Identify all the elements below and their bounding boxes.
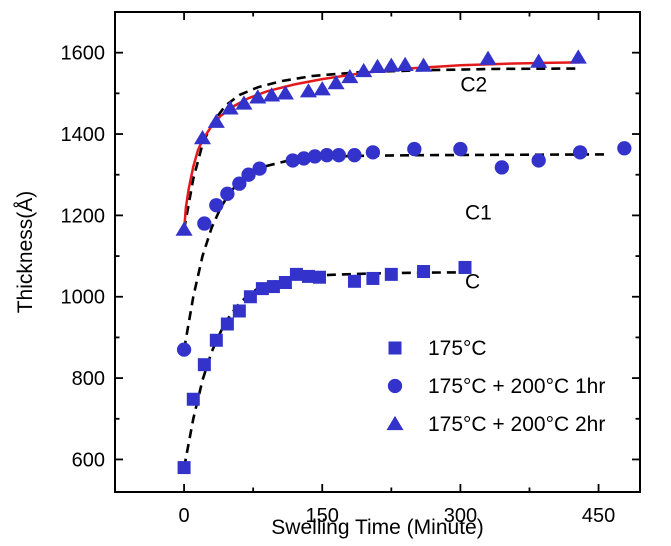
data-point-175c-200c-2hr-2 xyxy=(193,129,212,145)
data-point-175c-200c-2hr-16 xyxy=(396,56,414,71)
plot-area: C2 C1 C xyxy=(175,49,632,475)
legend-marker-175c-200c-1hr xyxy=(387,378,403,394)
data-point-175c-14 xyxy=(347,274,361,288)
data-point-175c-200c-1hr-1 xyxy=(176,342,192,357)
plot-border xyxy=(114,11,641,493)
data-point-175c-200c-1hr-19 xyxy=(572,145,588,160)
x-tick-label-450: 450 xyxy=(582,505,615,527)
data-markers xyxy=(175,49,632,475)
data-point-175c-8 xyxy=(255,282,269,296)
legend-label-175c: 175°C xyxy=(428,337,487,360)
data-point-175c-200c-1hr-11 xyxy=(319,148,334,163)
data-point-175c-17 xyxy=(417,265,431,279)
data-point-175c-200c-2hr-4 xyxy=(221,100,239,115)
data-point-175c-200c-1hr-9 xyxy=(296,151,311,166)
data-point-175c-200c-2hr-7 xyxy=(263,87,281,102)
y-tick-label-1200: 1200 xyxy=(61,205,106,227)
data-point-175c-200c-2hr-6 xyxy=(249,89,267,104)
data-point-175c-200c-1hr-8 xyxy=(285,153,300,168)
data-point-175c-200c-2hr-18 xyxy=(479,50,497,65)
data-point-175c-200c-1hr-4 xyxy=(220,186,235,201)
data-point-175c-200c-2hr-12 xyxy=(341,68,359,84)
data-point-175c-3 xyxy=(197,358,211,372)
legend-label-175c-200c-2hr: 175°C + 200°C 2hr xyxy=(428,413,605,436)
data-point-175c-200c-1hr-3 xyxy=(209,198,224,213)
data-point-175c-200c-2hr-15 xyxy=(382,57,400,72)
data-point-175c-11 xyxy=(289,267,303,281)
data-point-175c-12 xyxy=(301,269,315,283)
data-point-175c-200c-2hr-14 xyxy=(368,58,387,74)
y-tick-label-800: 800 xyxy=(72,368,105,390)
legend-marker-175c xyxy=(388,341,402,355)
data-point-175c-200c-2hr-17 xyxy=(415,57,433,72)
data-point-175c-9 xyxy=(266,280,280,294)
legend-markers xyxy=(386,341,404,431)
data-point-175c-200c-2hr-8 xyxy=(276,85,294,100)
data-point-175c-200c-1hr-7 xyxy=(252,161,267,176)
data-point-175c-200c-1hr-16 xyxy=(453,141,468,157)
legend-label-175c-200c-1hr: 175°C + 200°C 1hr xyxy=(428,375,605,398)
data-point-175c-200c-1hr-13 xyxy=(347,148,362,163)
data-point-175c-200c-1hr-14 xyxy=(365,145,381,160)
data-point-175c-200c-1hr-20 xyxy=(617,141,632,156)
data-point-175c-4 xyxy=(209,333,223,347)
data-point-175c-5 xyxy=(220,317,234,331)
data-point-175c-200c-2hr-1 xyxy=(175,221,193,236)
data-point-175c-200c-2hr-9 xyxy=(299,83,317,98)
y-tick-label-1000: 1000 xyxy=(61,287,106,309)
data-point-175c-200c-1hr-17 xyxy=(494,160,509,175)
data-point-175c-15 xyxy=(366,271,380,285)
data-point-175c-200c-2hr-10 xyxy=(313,81,331,96)
data-point-175c-200c-2hr-20 xyxy=(569,49,587,64)
data-point-175c-200c-2hr-13 xyxy=(355,62,373,78)
y-tick-label-1400: 1400 xyxy=(61,124,106,146)
data-point-175c-200c-1hr-2 xyxy=(197,216,212,231)
data-point-175c-7 xyxy=(243,290,257,304)
plot-frame xyxy=(114,11,641,493)
data-point-175c-200c-1hr-5 xyxy=(232,176,247,191)
legend: 175°C 175°C + 200°C 1hr 175°C + 200°C 2h… xyxy=(386,337,605,436)
annotation-c2: C2 xyxy=(460,73,487,96)
annotation-c1: C1 xyxy=(465,201,492,224)
data-point-175c-2 xyxy=(186,392,200,406)
fit-curve-4 xyxy=(182,61,581,230)
y-axis-label: Thickness(Å) xyxy=(14,191,37,314)
x-axis-label: Swelling Time (Minute) xyxy=(271,516,483,539)
axis-ticks xyxy=(114,11,640,492)
data-point-175c-200c-1hr-18 xyxy=(531,153,546,168)
data-point-175c-200c-1hr-10 xyxy=(307,149,323,164)
x-tick-label-300: 300 xyxy=(444,505,477,527)
data-point-175c-6 xyxy=(232,304,246,318)
data-point-175c-200c-2hr-3 xyxy=(207,113,225,128)
data-point-175c-200c-1hr-6 xyxy=(241,167,256,182)
data-point-175c-18 xyxy=(458,260,472,274)
data-point-175c-13 xyxy=(312,270,326,284)
data-point-175c-1 xyxy=(177,461,191,475)
data-point-175c-200c-1hr-15 xyxy=(407,141,422,157)
x-tick-label-150: 150 xyxy=(306,505,339,527)
data-point-175c-200c-1hr-12 xyxy=(331,148,346,163)
fit-curve-1 xyxy=(182,271,470,468)
data-point-175c-16 xyxy=(384,267,398,281)
x-tick-label-0: 0 xyxy=(179,505,190,527)
tick-labels: 0 150 300 450 600 800 1000 1200 1400 1600 xyxy=(61,43,616,527)
data-point-175c-200c-2hr-5 xyxy=(235,95,253,110)
legend-marker-175c-200c-2hr xyxy=(386,415,404,431)
y-tick-label-600: 600 xyxy=(72,449,105,471)
y-tick-label-1600: 1600 xyxy=(61,43,106,65)
curve-annotations: C2 C1 C xyxy=(460,73,491,293)
data-point-175c-10 xyxy=(278,276,292,290)
data-point-175c-200c-2hr-19 xyxy=(530,53,548,68)
data-point-175c-200c-2hr-11 xyxy=(327,75,345,90)
annotation-c: C xyxy=(465,271,480,294)
